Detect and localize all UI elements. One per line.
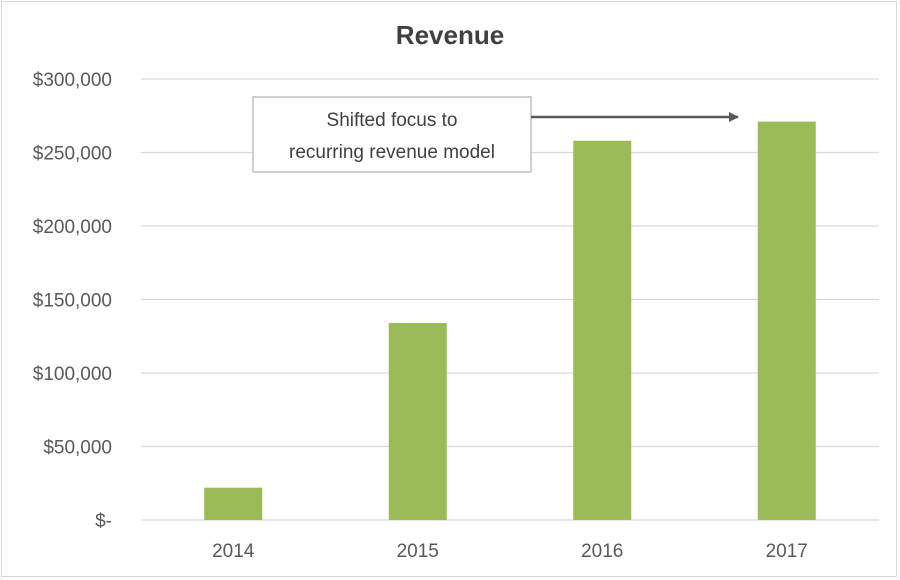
y-tick-label: $150,000	[33, 291, 112, 312]
chart-title: Revenue	[396, 20, 504, 50]
y-tick-label: $-	[95, 511, 112, 532]
x-axis-ticks: 2014 2015 2016 2017	[212, 541, 808, 562]
x-tick-label: 2017	[766, 541, 808, 562]
x-tick-label: 2016	[581, 541, 623, 562]
annotation: Shifted focus to recurring revenue model	[252, 96, 739, 173]
bar-2015	[388, 323, 447, 520]
bars	[204, 121, 816, 521]
y-tick-label: $300,000	[33, 70, 112, 91]
y-tick-label: $50,000	[43, 438, 112, 459]
y-tick-label: $250,000	[33, 144, 112, 165]
y-axis-ticks: $- $50,000 $100,000 $150,000 $200,000 $250,00…	[33, 70, 112, 532]
y-tick-label: $200,000	[33, 217, 112, 238]
annotation-line-2: recurring revenue model	[289, 142, 495, 163]
bar-2016	[573, 140, 632, 521]
annotation-box	[252, 96, 532, 173]
x-tick-label: 2015	[397, 541, 439, 562]
bar-2014	[204, 487, 263, 520]
annotation-line-1: Shifted focus to	[327, 110, 458, 131]
bar-2017	[757, 121, 816, 520]
x-tick-label: 2014	[212, 541, 255, 562]
y-tick-label: $100,000	[33, 364, 112, 385]
